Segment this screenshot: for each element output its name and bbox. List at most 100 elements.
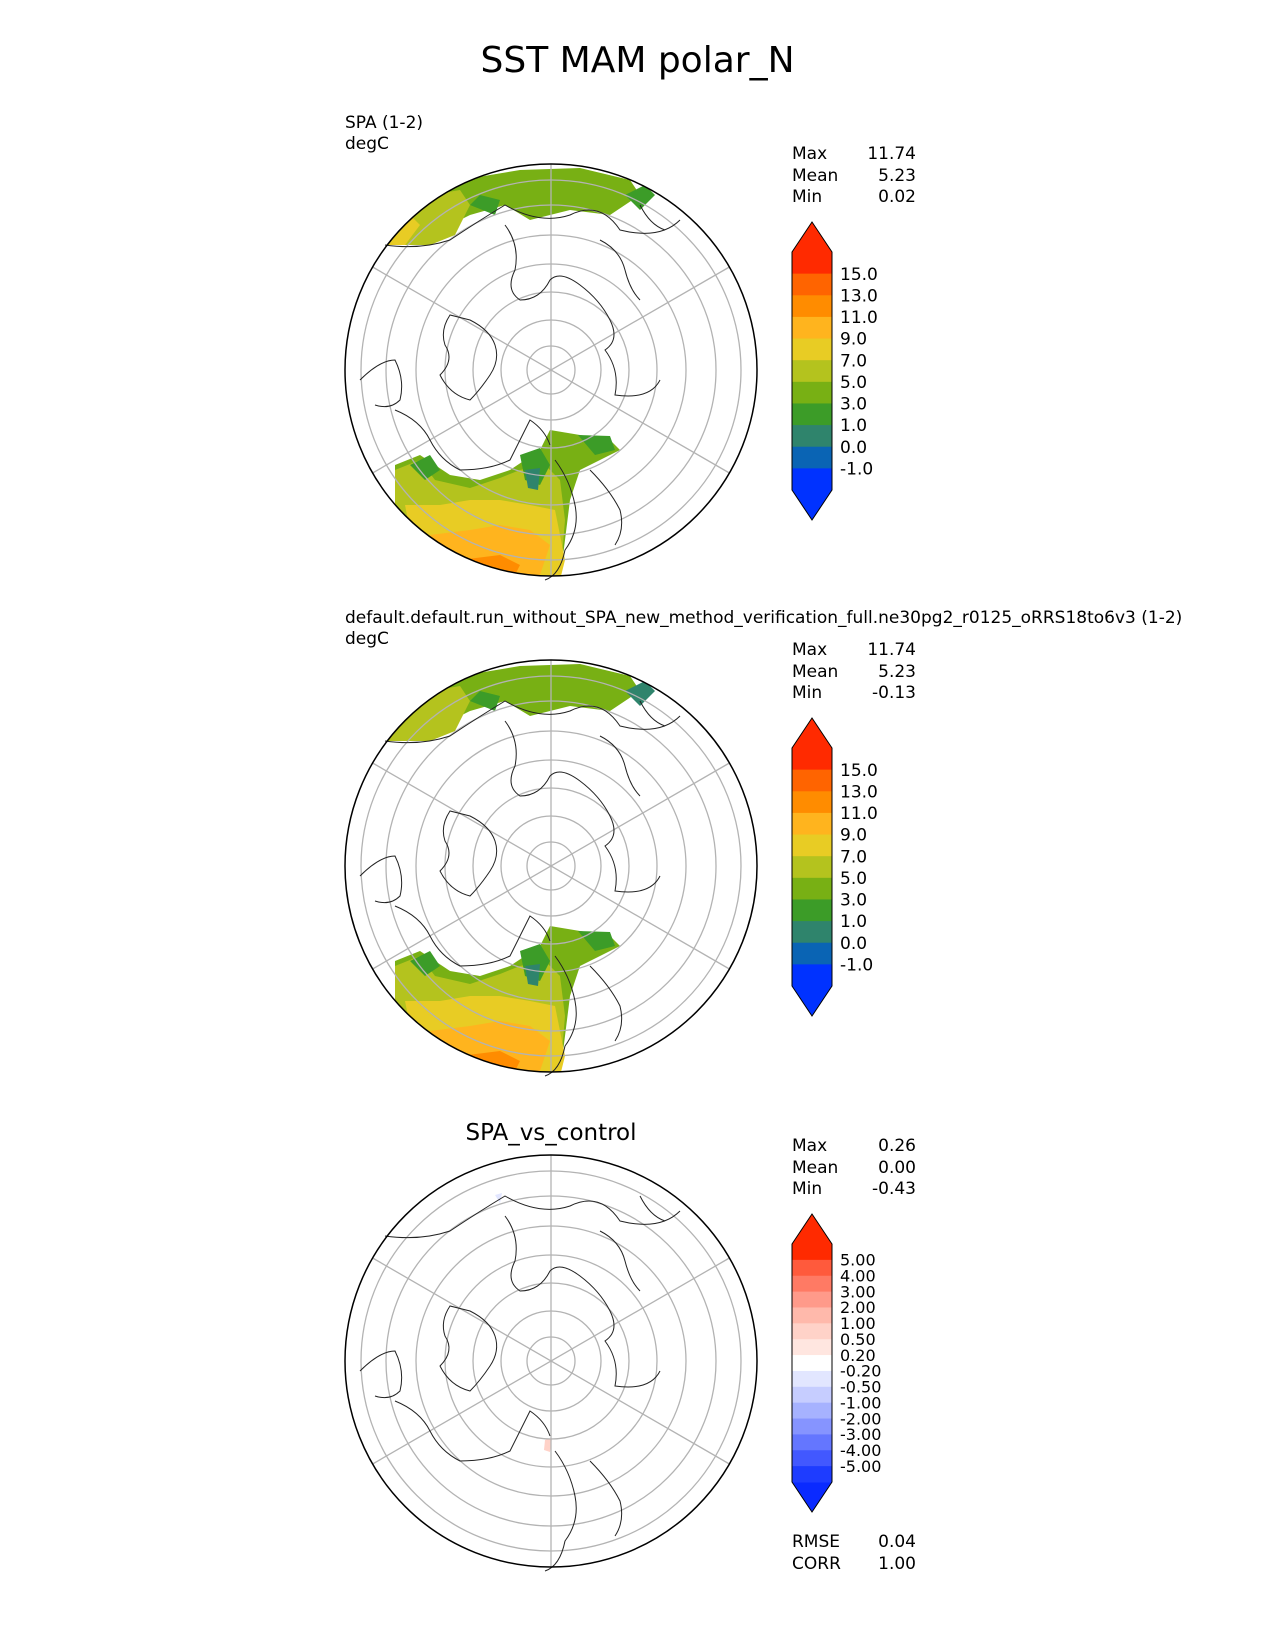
colorbar-segment: [792, 468, 832, 491]
colorbar-extend-top: [792, 718, 832, 748]
colorbar-tick-label: 5.0: [840, 869, 867, 889]
map-boundary-1: [344, 163, 758, 577]
colorbar-segment: [792, 856, 832, 879]
polar-map-2: [344, 659, 758, 1077]
map-boundary-3: [344, 1154, 758, 1568]
rmse-value: 0.04: [878, 1532, 916, 1552]
colorbar-segment: [792, 1370, 832, 1388]
stat-mean-label: Mean: [792, 661, 839, 682]
graticule-1: [360, 164, 742, 576]
stat-mean-value: 5.23: [878, 661, 916, 682]
colorbar-segment: [792, 834, 832, 857]
stat-min-label: Min: [792, 187, 823, 207]
stat-max-value: 11.74: [867, 640, 916, 660]
colorbar-tick-label: 15.0: [840, 265, 878, 285]
coastlines-3: [359, 1195, 681, 1572]
panel-2-units: degC: [345, 629, 389, 649]
colorbar-1: 15.013.011.09.07.05.03.01.00.0-1.0: [791, 221, 878, 521]
colorbar-outline: [791, 717, 833, 1017]
stat-max-label: Max: [792, 640, 828, 660]
stat-max-value: 11.74: [867, 144, 916, 164]
diff-field-3: [495, 1193, 552, 1452]
colorbar-tick-label: 15.0: [840, 761, 878, 781]
stat-min-label: Min: [792, 1179, 823, 1199]
stat-max-label: Max: [792, 144, 828, 164]
colorbar-extend-bottom: [792, 986, 832, 1016]
colorbar-segment: [792, 812, 832, 836]
panel-1-label: SPA (1-2) degC: [345, 113, 423, 155]
colorbar-tick-label: 13.0: [840, 286, 878, 306]
stat-mean-value: 5.23: [878, 165, 916, 186]
colorbar-segment: [792, 1450, 832, 1467]
stat-mean-label: Mean: [792, 165, 839, 186]
panel-3-stats: Max 0.26 Mean 0.00 Min -0.43: [792, 1136, 916, 1201]
colorbar-tick-label: 1.00: [840, 1314, 876, 1333]
colorbar-segment: [792, 899, 832, 922]
colorbar-tick-label: 9.0: [840, 330, 867, 350]
colorbar-tick-label: -4.00: [840, 1441, 881, 1460]
polar-map-1: [344, 163, 758, 581]
colorbar-segment: [792, 942, 832, 965]
map-boundary-2: [344, 659, 758, 1073]
colorbar-extend-top: [792, 1214, 832, 1244]
colorbar-tick-label: -2.00: [840, 1409, 881, 1428]
colorbar-tick-label: -1.00: [840, 1393, 881, 1412]
colorbar-tick-label: 11.0: [840, 804, 878, 824]
colorbar-segment: [792, 295, 832, 318]
colorbar-segment: [792, 748, 832, 771]
colorbar-segment: [792, 769, 832, 792]
colorbar-segment: [792, 360, 832, 383]
colorbar-segment: [792, 964, 832, 987]
panel-1-name: SPA (1-2): [345, 113, 424, 133]
colorbar-tick-label: 0.50: [840, 1330, 876, 1349]
corr-value: 1.00: [878, 1553, 916, 1574]
panel-2-label: default.default.run_without_SPA_new_meth…: [345, 608, 1182, 650]
colorbar-segment: [792, 425, 832, 448]
colorbar-tick-label: 7.0: [840, 351, 867, 371]
colorbar-tick-label: 4.00: [840, 1266, 876, 1285]
colorbar-segment: [792, 1402, 832, 1420]
colorbar-segment: [792, 1275, 832, 1293]
colorbar-tick-label: 9.0: [840, 826, 867, 846]
colorbar-tick-label: -1.0: [840, 955, 873, 975]
stat-max-value: 0.26: [878, 1136, 916, 1156]
colorbar-outline: [791, 221, 833, 521]
colorbar-segment: [792, 1244, 832, 1261]
colorbar-segment: [792, 1291, 832, 1308]
colorbar-segment: [792, 1418, 832, 1435]
colorbar-tick-label: 2.00: [840, 1298, 876, 1317]
coastlines-2: [359, 700, 681, 1077]
colorbar-tick-label: 7.0: [840, 847, 867, 867]
stat-min-value: -0.13: [872, 683, 916, 703]
colorbar-tick-label: 0.0: [840, 438, 867, 458]
graticule-3: [360, 1155, 742, 1567]
colorbar-tick-label: 3.0: [840, 891, 867, 911]
colorbar-tick-label: 11.0: [840, 308, 878, 328]
panel-3-title: SPA_vs_control: [465, 1120, 637, 1146]
colorbar-segment: [792, 252, 832, 275]
colorbar-segment: [792, 1386, 832, 1404]
graticule-2: [360, 660, 742, 1072]
colorbar-tick-label: 5.0: [840, 373, 867, 393]
stat-min-label: Min: [792, 683, 823, 703]
colorbar-tick-label: 1.0: [840, 416, 867, 436]
colorbar-segment: [792, 1339, 832, 1356]
colorbar-segment: [792, 877, 832, 900]
colorbar-tick-label: -0.50: [840, 1378, 881, 1397]
figure-title: SST MAM polar_N: [480, 40, 795, 81]
colorbar-tick-label: -0.20: [840, 1362, 881, 1381]
colorbar-segment: [792, 273, 832, 296]
colorbar-extend-bottom: [792, 1482, 832, 1512]
colorbar-segment: [792, 316, 832, 340]
colorbar-tick-label: -5.00: [840, 1457, 881, 1476]
colorbar-segment: [792, 403, 832, 426]
stat-min-value: 0.02: [878, 187, 916, 207]
panel-3-metrics: RMSE 0.04 CORR 1.00: [792, 1532, 916, 1575]
corr-label: CORR: [792, 1553, 841, 1574]
colorbar-segment: [792, 791, 832, 814]
colorbar-segment: [792, 1355, 832, 1372]
stat-mean-label: Mean: [792, 1157, 839, 1178]
colorbar-tick-label: 0.20: [840, 1346, 876, 1365]
rmse-label: RMSE: [792, 1532, 841, 1552]
